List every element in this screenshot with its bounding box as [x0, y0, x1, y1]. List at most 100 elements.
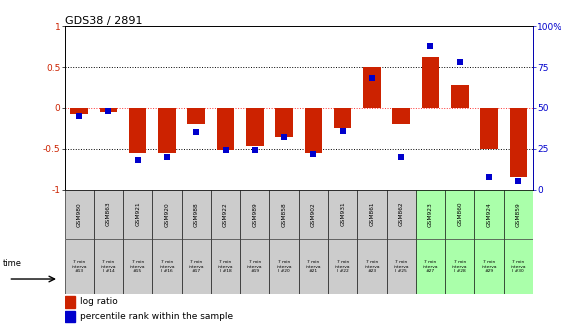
Text: percentile rank within the sample: percentile rank within the sample: [80, 312, 233, 321]
Bar: [275, 108, 293, 137]
Bar: [187, 108, 205, 124]
Bar: [298, 239, 328, 294]
Text: GSM858: GSM858: [282, 202, 287, 227]
Bar: [211, 190, 240, 239]
Text: GSM921: GSM921: [135, 202, 140, 227]
Bar: [451, 85, 468, 108]
Text: 7 min
interva
l #28: 7 min interva l #28: [452, 260, 467, 273]
Bar: [387, 239, 416, 294]
Text: 7 min
interva
#17: 7 min interva #17: [188, 260, 204, 273]
Bar: [475, 190, 504, 239]
Bar: [129, 108, 146, 153]
Bar: [100, 108, 117, 112]
Text: 7 min
interva
#15: 7 min interva #15: [130, 260, 145, 273]
Text: log ratio: log ratio: [80, 298, 117, 306]
Text: 7 min
interva
#13: 7 min interva #13: [71, 260, 87, 273]
Text: 7 min
interva
#29: 7 min interva #29: [481, 260, 497, 273]
Bar: [509, 108, 527, 177]
Bar: [357, 190, 387, 239]
Bar: [65, 190, 94, 239]
Text: GSM988: GSM988: [194, 202, 199, 227]
Text: GSM863: GSM863: [106, 202, 111, 227]
Text: GSM860: GSM860: [457, 202, 462, 227]
Bar: [94, 190, 123, 239]
Bar: [416, 239, 445, 294]
Point: [279, 135, 288, 140]
Bar: [504, 239, 533, 294]
Text: GSM902: GSM902: [311, 202, 316, 227]
Bar: [182, 239, 211, 294]
Bar: [445, 239, 475, 294]
Text: 7 min
interva
l #16: 7 min interva l #16: [159, 260, 174, 273]
Bar: [65, 239, 94, 294]
Bar: [70, 108, 88, 114]
Text: GSM922: GSM922: [223, 202, 228, 227]
Text: 7 min
interva
l #20: 7 min interva l #20: [277, 260, 292, 273]
Bar: [357, 239, 387, 294]
Bar: [392, 108, 410, 124]
Point: [514, 179, 523, 184]
Text: GSM924: GSM924: [486, 202, 491, 227]
Bar: [298, 190, 328, 239]
Bar: [416, 190, 445, 239]
Text: GSM931: GSM931: [340, 202, 345, 227]
Bar: [475, 239, 504, 294]
Bar: [65, 311, 75, 322]
Bar: [504, 190, 533, 239]
Text: 7 min
interva
l #22: 7 min interva l #22: [335, 260, 351, 273]
Bar: [182, 190, 211, 239]
Text: 7 min
interva
#19: 7 min interva #19: [247, 260, 263, 273]
Bar: [480, 108, 498, 149]
Point: [104, 109, 113, 114]
Text: GDS38 / 2891: GDS38 / 2891: [65, 16, 142, 26]
Bar: [217, 108, 234, 150]
Bar: [334, 108, 351, 129]
Point: [485, 174, 494, 179]
Text: GSM862: GSM862: [399, 202, 404, 227]
Text: GSM989: GSM989: [252, 202, 257, 227]
Text: 7 min
interva
#21: 7 min interva #21: [306, 260, 321, 273]
Bar: [240, 190, 269, 239]
Point: [250, 148, 259, 153]
Text: GSM980: GSM980: [77, 202, 82, 227]
Text: 7 min
interva
l #14: 7 min interva l #14: [100, 260, 116, 273]
Bar: [305, 108, 322, 153]
Point: [397, 154, 406, 160]
Bar: [422, 57, 439, 108]
Text: GSM920: GSM920: [164, 202, 169, 227]
Bar: [445, 190, 475, 239]
Text: 7 min
interva
l #30: 7 min interva l #30: [511, 260, 526, 273]
Text: 7 min
interva
l #18: 7 min interva l #18: [218, 260, 233, 273]
Bar: [240, 239, 269, 294]
Bar: [153, 190, 182, 239]
Point: [338, 128, 347, 133]
Bar: [123, 190, 153, 239]
Bar: [246, 108, 264, 146]
Text: GSM861: GSM861: [370, 202, 374, 226]
Point: [163, 154, 172, 160]
Bar: [269, 190, 298, 239]
Text: GSM923: GSM923: [428, 202, 433, 227]
Bar: [153, 239, 182, 294]
Text: time: time: [3, 259, 22, 268]
Bar: [65, 296, 75, 307]
Bar: [94, 239, 123, 294]
Bar: [158, 108, 176, 153]
Point: [192, 130, 201, 135]
Point: [456, 60, 465, 65]
Text: GSM859: GSM859: [516, 202, 521, 227]
Bar: [269, 239, 298, 294]
Point: [133, 158, 142, 163]
Bar: [123, 239, 153, 294]
Bar: [328, 190, 357, 239]
Text: 7 min
interva
l #25: 7 min interva l #25: [393, 260, 409, 273]
Text: 7 min
interva
#27: 7 min interva #27: [423, 260, 438, 273]
Point: [426, 43, 435, 48]
Bar: [363, 67, 381, 108]
Point: [221, 148, 230, 153]
Text: 7 min
interva
#23: 7 min interva #23: [364, 260, 380, 273]
Bar: [211, 239, 240, 294]
Bar: [328, 239, 357, 294]
Bar: [387, 190, 416, 239]
Point: [309, 151, 318, 156]
